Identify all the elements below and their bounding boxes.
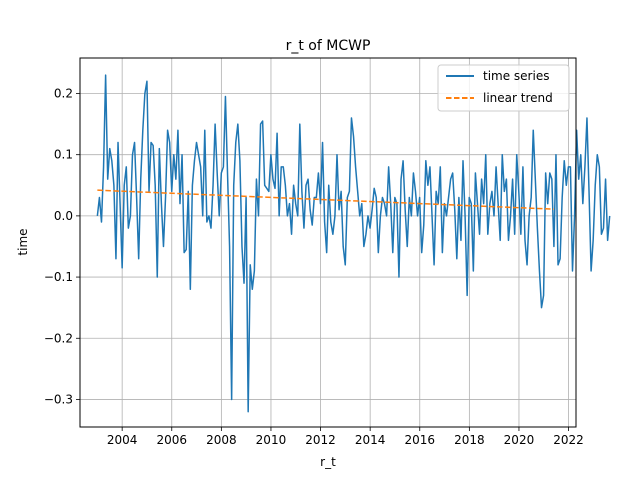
x-axis-title: r_t [320,455,336,469]
series-time-series-line [96,74,611,413]
x-tick-label: 2010 [256,433,287,447]
y-tick-label: −0.1 [44,270,73,284]
x-tick-label: 2014 [355,433,386,447]
x-tick-label: 2004 [107,433,138,447]
x-tick-label: 2016 [404,433,435,447]
x-tick-label: 2012 [305,433,336,447]
legend-label-time-series: time series [483,69,549,83]
x-tick-label: 2008 [206,433,237,447]
y-axis: −0.3 −0.2 −0.1 0.0 0.1 0.2 [44,86,80,406]
y-tick-label: 0.2 [54,86,73,100]
y-tick-label: −0.2 [44,331,73,345]
x-tick-label: 2018 [454,433,485,447]
x-tick-label: 2022 [553,433,584,447]
y-tick-label: 0.0 [54,209,73,223]
y-axis-title: time [16,228,30,255]
plot-frame [79,57,577,428]
y-tick-label: 0.1 [54,148,73,162]
legend-label-linear-trend: linear trend [483,91,553,105]
x-axis: 2004 2006 2008 2010 2012 2014 2016 2018 2020 2022 [107,427,584,447]
x-tick-label: 2020 [504,433,535,447]
plot-area [80,58,576,427]
x-tick-label: 2006 [156,433,187,447]
series-linear-trend-line [97,189,554,210]
y-tick-label: −0.3 [44,392,73,406]
legend: time series linear trend [437,64,570,112]
chart-title: r_t of MCWP [286,38,371,54]
series-layer [96,74,611,413]
